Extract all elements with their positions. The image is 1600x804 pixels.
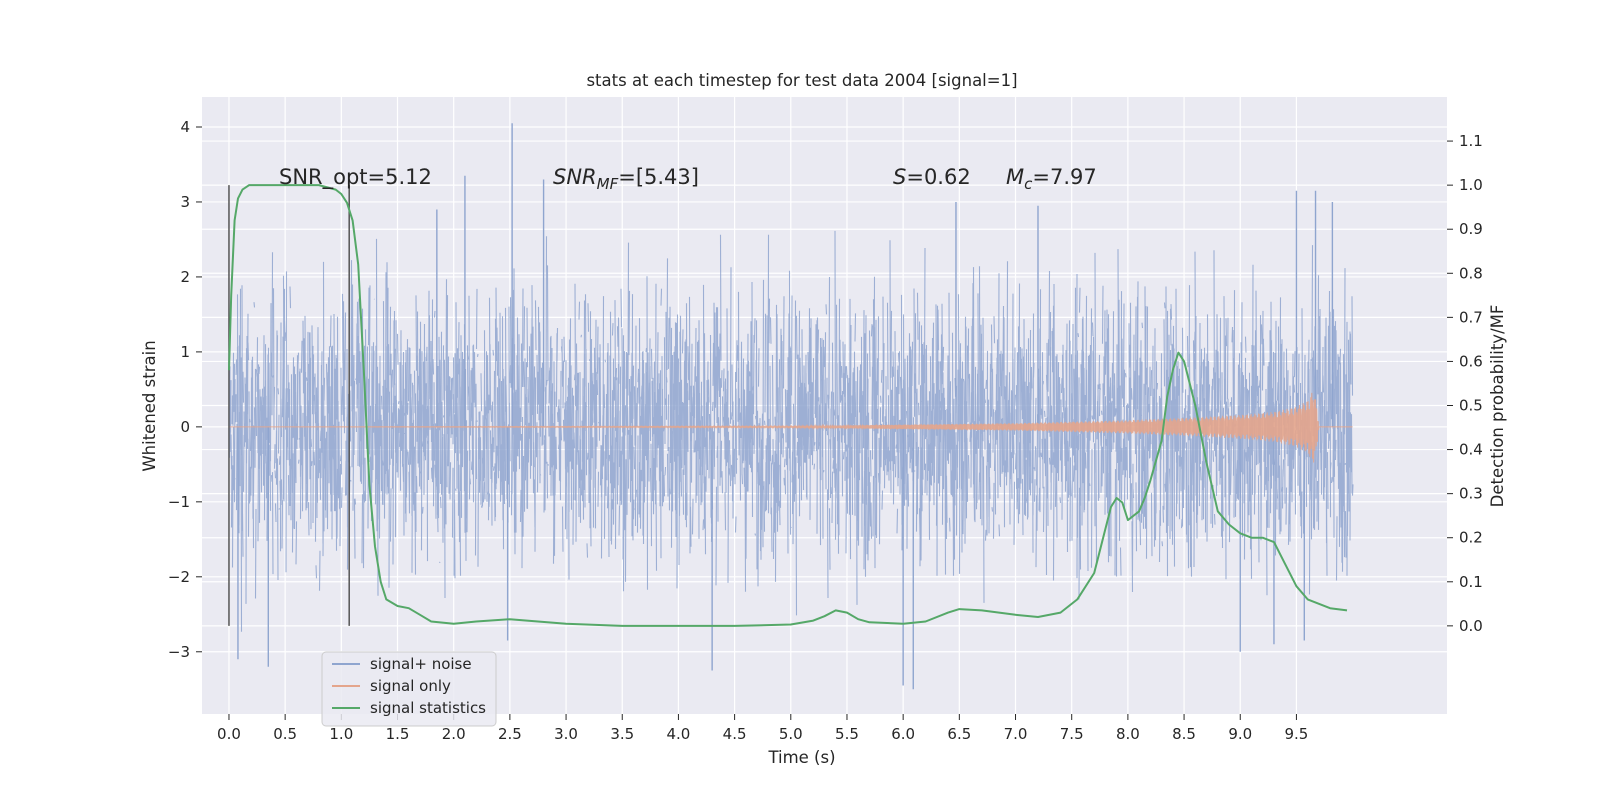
x-tick-label: 8.0 [1116,725,1140,743]
signal-statistics-line [228,184,1348,627]
y2-tick-label: 1.0 [1459,176,1483,194]
x-tick-label: 1.0 [329,725,353,743]
x-tick-label: 2.0 [442,725,466,743]
x-tick-label: 2.5 [498,725,522,743]
y-tick-label: −1 [168,493,190,511]
y-axis-right: 1.1 1.0 0.9 0.8 0.7 0.6 0.5 0.4 0.3 0.2 0.1 0.0 [1447,132,1483,635]
y-tick-label: 4 [180,118,190,136]
annotation-s-value: =0.62 [906,165,970,189]
y-tick-label: −3 [168,643,190,661]
x-tick-label: 3.0 [554,725,578,743]
annotation-snr-opt: SNR_opt=5.12 [279,165,432,190]
x-tick-label: 0.5 [273,725,297,743]
x-tick-label: 6.0 [891,725,915,743]
y2-tick-label: 0.5 [1459,397,1483,415]
y-axis-left: 4 3 2 1 0 −1 −2 −3 [168,118,202,661]
annotation-snr-mf-value: =[5.43] [618,165,699,189]
annotation-snr-mf-name: SNR [553,165,597,189]
x-tick-label: 0.0 [217,725,241,743]
x-tick-label: 7.5 [1060,725,1084,743]
y2-tick-label: 1.1 [1459,132,1483,150]
y2-axis-label: Detection probability/MF [1488,305,1507,508]
y2-tick-label: 0.6 [1459,352,1483,370]
annotation-snr-mf-subscript: MF [597,175,619,193]
legend: signal+ noise signal only signal statist… [321,651,497,727]
x-tick-label: 7.0 [1004,725,1028,743]
series-signal-only [228,392,1353,463]
y2-tick-label: 0.9 [1459,220,1483,238]
legend-label-signal-plus-noise: signal+ noise [370,655,472,673]
legend-label-signal-only: signal only [370,677,451,695]
y2-tick-label: 0.3 [1459,485,1483,503]
legend-frame [321,651,497,727]
y-tick-label: 0 [180,418,190,436]
y-tick-label: 2 [180,268,190,286]
chart-title: stats at each timestep for test data 200… [586,71,1017,90]
vertical-markers [228,185,350,626]
y2-tick-label: 0.4 [1459,441,1483,459]
x-axis: 0.0 0.5 1.0 1.5 2.0 2.5 3.0 3.5 4.0 4.5 5.0 5.5 6.0 6… [217,714,1308,743]
x-tick-label: 9.0 [1228,725,1252,743]
y2-tick-label: 0.2 [1459,529,1483,547]
y2-tick-label: 0.1 [1459,573,1483,591]
x-tick-label: 8.5 [1172,725,1196,743]
y-tick-label: 1 [180,343,190,361]
x-tick-label: 5.5 [835,725,859,743]
annotation-mc-subscript: c [1024,175,1033,193]
annotation-snr-mf: SNRMF=[5.43] [553,165,699,193]
annotation-s: S=0.62 [893,165,971,189]
x-tick-label: 5.0 [779,725,803,743]
x-axis-label: Time (s) [767,748,835,767]
y2-tick-label: 0.0 [1459,617,1483,635]
x-tick-label: 4.0 [666,725,690,743]
legend-label-signal-statistics: signal statistics [370,699,486,717]
signal-only-trace [228,392,1353,463]
y2-tick-label: 0.8 [1459,264,1483,282]
y-tick-label: −2 [168,568,190,586]
annotation-s-name: S [893,165,906,189]
y2-tick-label: 0.7 [1459,308,1483,326]
x-tick-label: 9.5 [1285,725,1309,743]
annotation-mc-value: =7.97 [1032,165,1096,189]
annotation-mc-name: M [1006,165,1024,189]
annotation-mc: Mc=7.97 [1006,165,1097,193]
y-axis-label: Whitened strain [140,340,159,471]
x-tick-label: 4.5 [723,725,747,743]
x-tick-label: 1.5 [386,725,410,743]
y-tick-label: 3 [180,193,190,211]
x-tick-label: 6.5 [947,725,971,743]
x-tick-label: 3.5 [610,725,634,743]
series-signal-statistics [228,184,1348,627]
